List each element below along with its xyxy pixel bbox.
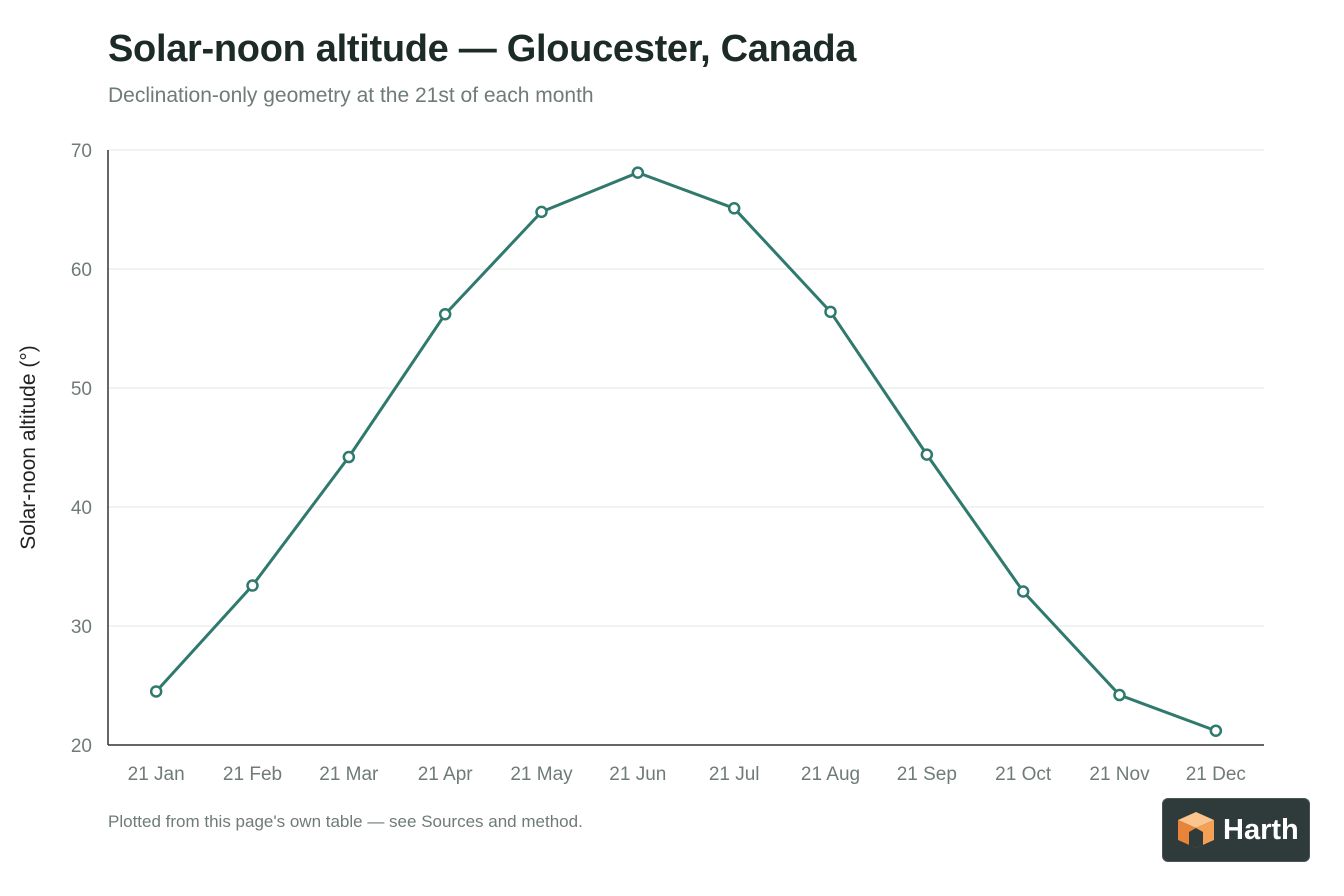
x-tick-label: 21 Jun — [609, 764, 666, 785]
y-axis-label: Solar-noon altitude (°) — [17, 345, 40, 550]
data-point — [149, 685, 163, 698]
data-point — [727, 202, 741, 215]
harth-cube-logo-icon — [1178, 812, 1214, 848]
harth-logo[interactable]: Harth — [1162, 798, 1310, 862]
data-point — [438, 307, 452, 321]
y-tick-label: 70 — [71, 141, 92, 162]
x-tick-label: 21 Dec — [1186, 764, 1246, 785]
logo-text: Harth — [1223, 813, 1299, 846]
x-tick-label: 21 Nov — [1089, 764, 1150, 785]
y-tick-label: 30 — [71, 617, 92, 638]
data-point — [1113, 688, 1126, 702]
x-tick-label: 21 May — [510, 764, 573, 785]
x-tick-label: 21 Mar — [319, 764, 379, 785]
chart-footnote: Plotted from this page's own table — see… — [108, 812, 583, 831]
x-tick-label: 21 Sep — [897, 764, 957, 785]
data-point — [1209, 724, 1223, 737]
line-chart: 20 30 40 50 60 70 21 Jan 21 Feb 21 Mar 21 Apr 21 M… — [17, 141, 1264, 785]
data-point — [246, 579, 259, 592]
data-point — [631, 166, 645, 179]
x-tick-label: 21 Feb — [223, 764, 282, 785]
data-point — [824, 305, 837, 319]
x-tick-label: 21 Apr — [418, 764, 474, 785]
y-tick-label: 50 — [71, 379, 92, 400]
data-point — [1016, 585, 1030, 598]
data-point — [535, 205, 548, 219]
y-tick-label: 40 — [71, 498, 92, 519]
data-point — [342, 450, 356, 464]
y-tick-label: 60 — [71, 260, 92, 281]
x-tick-label: 21 Jul — [709, 764, 760, 785]
x-tick-label: 21 Oct — [995, 764, 1052, 785]
series-line — [155, 171, 1217, 733]
chart-subtitle: Declination-only geometry at the 21st of… — [108, 84, 594, 107]
x-tick-label: 21 Aug — [801, 764, 860, 785]
x-tick-label: 21 Jan — [128, 764, 185, 785]
chart-title: Solar-noon altitude — Gloucester, Canada — [108, 28, 857, 70]
data-point — [920, 448, 934, 461]
y-tick-label: 20 — [71, 736, 92, 757]
